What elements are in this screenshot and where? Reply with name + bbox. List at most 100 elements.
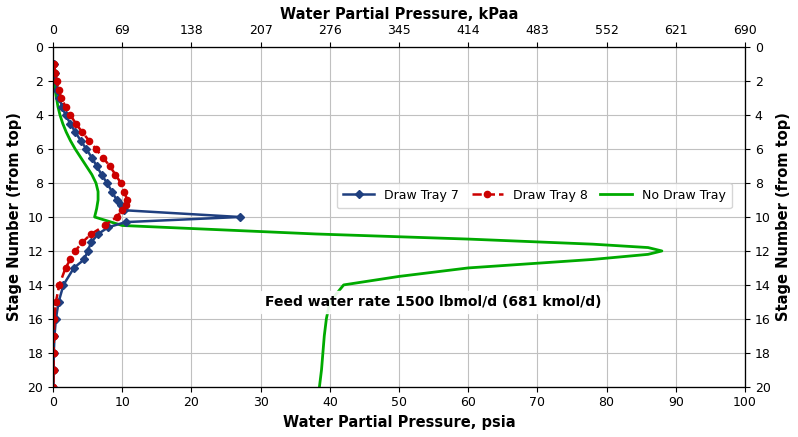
No Draw Tray — [55, 112, 65, 118]
Draw Tray 8 — [49, 316, 59, 322]
Draw Tray 8 — [120, 189, 129, 194]
Draw Tray 8 — [49, 350, 58, 355]
Draw Tray 8 — [121, 202, 131, 208]
Draw Tray 7 — [76, 138, 85, 143]
Draw Tray 8 — [49, 62, 59, 67]
Draw Tray 7 — [49, 333, 59, 339]
No Draw Tray — [588, 257, 598, 262]
Draw Tray 8 — [71, 121, 81, 126]
Draw Tray 7 — [54, 96, 64, 101]
Draw Tray 7 — [69, 265, 79, 271]
Legend: Draw Tray 7, Draw Tray 8, No Draw Tray: Draw Tray 7, Draw Tray 8, No Draw Tray — [337, 183, 732, 208]
Draw Tray 8 — [85, 138, 94, 143]
Draw Tray 8 — [86, 231, 96, 236]
Draw Tray 8 — [49, 333, 59, 339]
No Draw Tray — [90, 215, 100, 220]
No Draw Tray — [117, 223, 127, 228]
Draw Tray 8 — [117, 208, 127, 213]
Draw Tray 7 — [97, 172, 106, 177]
No Draw Tray — [50, 87, 60, 92]
No Draw Tray — [65, 138, 75, 143]
Draw Tray 7 — [80, 257, 89, 262]
Draw Tray 8 — [122, 198, 132, 203]
Draw Tray 7 — [116, 202, 125, 208]
Draw Tray 7 — [50, 70, 60, 75]
No Draw Tray — [93, 189, 103, 194]
Draw Tray 7 — [107, 189, 117, 194]
Line: No Draw Tray: No Draw Tray — [53, 64, 662, 387]
Draw Tray 8 — [70, 248, 80, 253]
No Draw Tray — [91, 180, 101, 186]
No Draw Tray — [318, 350, 328, 355]
Draw Tray 7 — [121, 219, 131, 225]
Draw Tray 8 — [53, 87, 63, 92]
Draw Tray 7 — [102, 180, 112, 186]
No Draw Tray — [464, 265, 473, 271]
Draw Tray 7 — [49, 384, 58, 389]
Draw Tray 7 — [119, 208, 128, 213]
Draw Tray 7 — [112, 198, 121, 203]
Draw Tray 7 — [93, 231, 103, 236]
No Draw Tray — [394, 274, 404, 279]
Draw Tray 7 — [49, 350, 58, 355]
No Draw Tray — [49, 70, 59, 75]
Draw Tray 8 — [77, 240, 87, 245]
Draw Tray 8 — [50, 70, 60, 75]
Draw Tray 7 — [81, 146, 91, 152]
Draw Tray 8 — [98, 155, 108, 160]
No Draw Tray — [314, 384, 324, 389]
No Draw Tray — [93, 198, 103, 203]
Text: Feed water rate 1500 lbmol/d (681 kmol/d): Feed water rate 1500 lbmol/d (681 kmol/d… — [266, 295, 602, 309]
Draw Tray 7 — [65, 121, 75, 126]
Y-axis label: Stage Number (from top): Stage Number (from top) — [776, 113, 791, 322]
Draw Tray 8 — [49, 384, 58, 389]
Draw Tray 7 — [49, 367, 58, 372]
Draw Tray 8 — [65, 112, 75, 118]
No Draw Tray — [81, 163, 91, 169]
Draw Tray 7 — [59, 282, 69, 288]
Draw Tray 7 — [86, 240, 96, 245]
Draw Tray 7 — [61, 112, 70, 118]
No Draw Tray — [588, 242, 598, 247]
No Draw Tray — [325, 299, 334, 305]
Draw Tray 7 — [53, 87, 62, 92]
No Draw Tray — [339, 282, 349, 288]
No Draw Tray — [464, 236, 473, 242]
Y-axis label: Stage Number (from top): Stage Number (from top) — [7, 113, 22, 322]
No Draw Tray — [70, 146, 80, 152]
Draw Tray 8 — [65, 257, 75, 262]
Draw Tray 8 — [111, 172, 120, 177]
Draw Tray 8 — [112, 215, 121, 220]
Draw Tray 7 — [83, 248, 93, 253]
No Draw Tray — [643, 245, 653, 250]
Line: Draw Tray 8: Draw Tray 8 — [50, 61, 130, 390]
No Draw Tray — [49, 62, 58, 67]
Draw Tray 8 — [61, 265, 70, 271]
No Draw Tray — [87, 172, 97, 177]
No Draw Tray — [322, 316, 331, 322]
Draw Tray 7 — [92, 163, 101, 169]
Draw Tray 8 — [51, 299, 61, 305]
X-axis label: Water Partial Pressure, kPaa: Water Partial Pressure, kPaa — [280, 7, 518, 22]
Draw Tray 7 — [51, 79, 61, 84]
Draw Tray 8 — [54, 282, 64, 288]
No Draw Tray — [319, 333, 329, 339]
No Draw Tray — [52, 96, 61, 101]
Draw Tray 8 — [61, 104, 70, 109]
No Draw Tray — [53, 104, 63, 109]
Draw Tray 8 — [116, 180, 125, 186]
Draw Tray 7 — [53, 299, 63, 305]
Draw Tray 7 — [51, 316, 61, 322]
No Draw Tray — [61, 129, 71, 135]
No Draw Tray — [58, 121, 68, 126]
Line: Draw Tray 7: Draw Tray 7 — [50, 61, 243, 390]
No Draw Tray — [49, 79, 59, 84]
Draw Tray 7 — [57, 104, 67, 109]
Draw Tray 8 — [101, 223, 110, 228]
Draw Tray 8 — [105, 163, 115, 169]
Draw Tray 7 — [87, 155, 97, 160]
Draw Tray 8 — [57, 96, 66, 101]
Draw Tray 7 — [235, 215, 245, 220]
No Draw Tray — [92, 206, 101, 211]
Draw Tray 7 — [70, 129, 80, 135]
